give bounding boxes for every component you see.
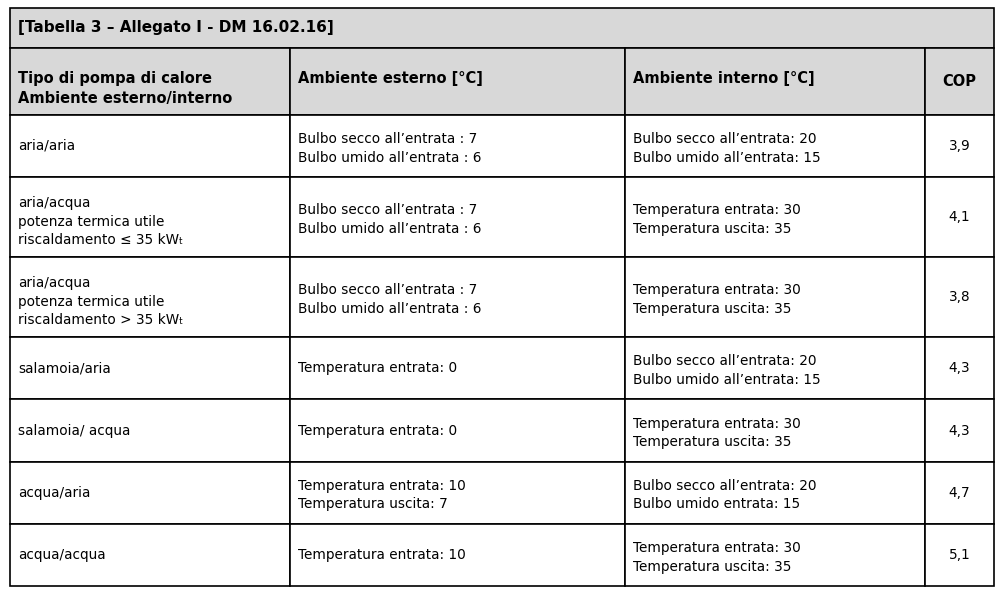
Bar	[924, 115, 993, 177]
Bar	[924, 337, 993, 399]
Text: aria/acqua
potenza termica utile
riscaldamento > 35 kWₜ: aria/acqua potenza termica utile riscald…	[18, 276, 184, 327]
Text: 4,3: 4,3	[948, 361, 970, 375]
Bar	[10, 399, 290, 462]
Bar	[10, 524, 290, 586]
Bar	[290, 257, 625, 337]
Bar	[924, 462, 993, 524]
Bar	[625, 462, 924, 524]
Text: aria/acqua
potenza termica utile
riscaldamento ≤ 35 kWₜ: aria/acqua potenza termica utile riscald…	[18, 197, 183, 247]
Bar	[625, 337, 924, 399]
Text: Temperatura entrata: 0: Temperatura entrata: 0	[298, 361, 457, 375]
Text: Bulbo secco all’entrata : 7
Bulbo umido all’entrata : 6: Bulbo secco all’entrata : 7 Bulbo umido …	[298, 283, 481, 315]
Text: Temperatura entrata: 0: Temperatura entrata: 0	[298, 424, 457, 438]
Bar	[290, 399, 625, 462]
Bar	[10, 257, 290, 337]
Text: acqua/aria: acqua/aria	[18, 486, 90, 500]
Text: 4,1: 4,1	[948, 210, 970, 224]
Text: 4,3: 4,3	[948, 424, 970, 438]
Bar	[924, 524, 993, 586]
Bar	[10, 337, 290, 399]
Text: salamoia/aria: salamoia/aria	[18, 361, 110, 375]
Bar	[10, 8, 993, 48]
Text: Bulbo secco all’entrata: 20
Bulbo umido all’entrata: 15: Bulbo secco all’entrata: 20 Bulbo umido …	[632, 355, 819, 387]
Bar	[625, 48, 924, 115]
Text: Ambiente interno [°C]: Ambiente interno [°C]	[632, 71, 813, 86]
Bar	[625, 115, 924, 177]
Bar	[10, 48, 290, 115]
Bar	[290, 177, 625, 257]
Text: salamoia/ acqua: salamoia/ acqua	[18, 424, 130, 438]
Bar	[924, 177, 993, 257]
Bar	[625, 399, 924, 462]
Text: Temperatura entrata: 10: Temperatura entrata: 10	[298, 548, 465, 562]
Bar	[290, 462, 625, 524]
Text: 4,7: 4,7	[948, 486, 970, 500]
Bar	[290, 48, 625, 115]
Text: Temperatura entrata: 30
Temperatura uscita: 35: Temperatura entrata: 30 Temperatura usci…	[632, 203, 800, 236]
Bar	[290, 524, 625, 586]
Text: Temperatura entrata: 30
Temperatura uscita: 35: Temperatura entrata: 30 Temperatura usci…	[632, 416, 800, 449]
Text: 5,1: 5,1	[948, 548, 970, 562]
Bar	[625, 177, 924, 257]
Bar	[10, 177, 290, 257]
Bar	[10, 462, 290, 524]
Bar	[924, 48, 993, 115]
Bar	[625, 257, 924, 337]
Text: 3,9: 3,9	[948, 139, 970, 153]
Text: Bulbo secco all’entrata : 7
Bulbo umido all’entrata : 6: Bulbo secco all’entrata : 7 Bulbo umido …	[298, 132, 481, 165]
Bar	[924, 399, 993, 462]
Text: Tipo di pompa di calore
Ambiente esterno/interno: Tipo di pompa di calore Ambiente esterno…	[18, 71, 232, 106]
Bar	[924, 257, 993, 337]
Bar	[625, 524, 924, 586]
Text: Bulbo secco all’entrata: 20
Bulbo umido entrata: 15: Bulbo secco all’entrata: 20 Bulbo umido …	[632, 479, 815, 511]
Text: Bulbo secco all’entrata: 20
Bulbo umido all’entrata: 15: Bulbo secco all’entrata: 20 Bulbo umido …	[632, 132, 819, 165]
Text: aria/aria: aria/aria	[18, 139, 75, 153]
Bar	[290, 337, 625, 399]
Text: COP: COP	[942, 74, 976, 89]
Text: Bulbo secco all’entrata : 7
Bulbo umido all’entrata : 6: Bulbo secco all’entrata : 7 Bulbo umido …	[298, 203, 481, 236]
Text: Ambiente esterno [°C]: Ambiente esterno [°C]	[298, 71, 482, 86]
Text: 3,8: 3,8	[948, 290, 970, 304]
Text: Temperatura entrata: 30
Temperatura uscita: 35: Temperatura entrata: 30 Temperatura usci…	[632, 283, 800, 315]
Text: acqua/acqua: acqua/acqua	[18, 548, 105, 562]
Text: Temperatura entrata: 10
Temperatura uscita: 7: Temperatura entrata: 10 Temperatura usci…	[298, 479, 465, 511]
Text: Temperatura entrata: 30
Temperatura uscita: 35: Temperatura entrata: 30 Temperatura usci…	[632, 541, 800, 574]
Text: [Tabella 3 – Allegato I - DM 16.02.16]: [Tabella 3 – Allegato I - DM 16.02.16]	[18, 20, 333, 35]
Bar	[10, 115, 290, 177]
Bar	[290, 115, 625, 177]
